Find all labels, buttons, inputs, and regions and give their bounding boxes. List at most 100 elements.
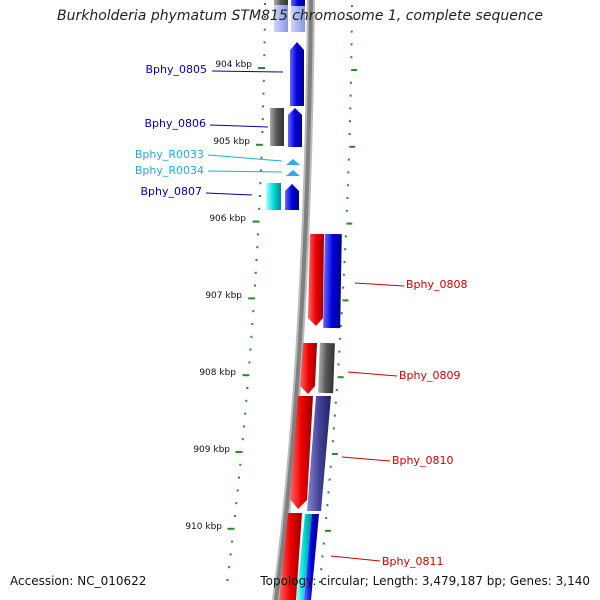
tick-mark xyxy=(261,131,264,133)
tick-label-905: 905 kbp xyxy=(213,137,250,147)
tick-mark xyxy=(242,425,245,428)
gene-arrow-bphy-0807 xyxy=(285,184,299,210)
tick-mark xyxy=(229,553,232,556)
tick-mark xyxy=(348,133,351,135)
tick-label-910: 910 kbp xyxy=(185,522,222,532)
tick-mark xyxy=(227,527,235,530)
tick-mark xyxy=(248,297,256,300)
tick-label-909: 909 kbp xyxy=(193,445,230,455)
tick-mark xyxy=(322,542,325,545)
tick-label-904: 904 kbp xyxy=(215,60,252,70)
tick-mark xyxy=(259,182,262,185)
gene-arrow-bphy-r0034 xyxy=(286,170,300,176)
tick-mark xyxy=(235,502,238,505)
chromosome-backbone xyxy=(272,0,315,600)
gene-arrow-bphy-0805 xyxy=(290,42,304,106)
gene-arrow xyxy=(266,183,281,210)
tick-mark xyxy=(349,145,356,148)
tick-mark xyxy=(248,361,251,364)
tick-mark xyxy=(335,389,338,391)
tick-mark xyxy=(350,5,353,7)
tick-mark xyxy=(340,312,343,315)
tick-mark xyxy=(320,568,323,571)
tick-mark xyxy=(337,376,344,379)
gene-arrow-bphy-0810 xyxy=(290,396,313,509)
tick-mark xyxy=(256,246,259,249)
tick-mark xyxy=(325,517,328,519)
tick-mark xyxy=(242,374,250,377)
gene-label-bphy-0809[interactable]: Bphy_0809 xyxy=(399,369,461,382)
inner-tick-ring xyxy=(226,3,266,581)
tick-mark xyxy=(246,387,249,389)
tick-mark xyxy=(346,222,353,225)
outer-tick-ring xyxy=(318,5,358,583)
tick-mark xyxy=(345,209,348,212)
tick-mark xyxy=(331,453,338,455)
tick-mark xyxy=(349,94,352,97)
gene-arrow xyxy=(296,514,312,600)
tick-mark xyxy=(258,195,261,197)
accession-text: Accession: NC_010622 xyxy=(10,574,147,588)
gene-labels: Bphy_0805 Bphy_0806 Bphy_R0033 Bphy_R003… xyxy=(135,63,468,568)
tick-mark xyxy=(321,555,324,558)
tick-mark xyxy=(260,156,263,159)
tick-mark xyxy=(249,348,252,351)
tick-mark xyxy=(339,325,342,327)
tick-mark xyxy=(255,259,258,261)
gene-label-bphy-0811[interactable]: Bphy_0811 xyxy=(382,555,444,568)
tick-mark xyxy=(327,491,330,494)
tick-mark xyxy=(233,515,236,517)
tick-mark xyxy=(236,489,239,492)
tick-mark xyxy=(337,363,340,366)
tick-mark xyxy=(347,171,350,174)
gene-label-bphy-0806[interactable]: Bphy_0806 xyxy=(144,117,206,130)
tick-mark xyxy=(339,337,342,340)
tick-mark xyxy=(231,540,234,543)
gene-arrow-bphy-0809 xyxy=(300,343,317,394)
tick-mark xyxy=(332,427,335,430)
tick-mark xyxy=(255,143,263,146)
tick-mark xyxy=(346,197,349,199)
gene-label-bphy-0805[interactable]: Bphy_0805 xyxy=(145,63,207,76)
tick-mark xyxy=(350,30,353,33)
tick-mark xyxy=(252,220,260,223)
gene-arrow xyxy=(318,342,335,394)
tick-mark xyxy=(261,118,264,121)
gene-label-bphy-r0033[interactable]: Bphy_R0033 xyxy=(135,148,204,161)
tick-mark xyxy=(262,105,265,108)
gene-arrow xyxy=(304,514,319,600)
tick-label-906: 906 kbp xyxy=(209,214,246,224)
gene-label-bphy-0810[interactable]: Bphy_0810 xyxy=(392,454,454,467)
tick-mark xyxy=(344,235,347,238)
tick-mark xyxy=(228,566,231,569)
tick-mark xyxy=(263,15,266,18)
tick-mark xyxy=(244,412,247,415)
tick-mark xyxy=(342,286,345,289)
tick-mark xyxy=(346,184,349,187)
tick-mark xyxy=(342,273,345,276)
tick-mark xyxy=(349,107,352,110)
gene-arrow-bphy-r0033 xyxy=(286,159,300,165)
tick-mark xyxy=(226,579,229,581)
tick-mark xyxy=(263,3,266,5)
tick-mark xyxy=(326,504,329,507)
tick-mark xyxy=(252,310,255,313)
tick-mark xyxy=(344,248,347,251)
gene-arrow xyxy=(323,233,342,329)
gene-arrow-bphy-0811 xyxy=(279,513,302,600)
gene-label-bphy-0808[interactable]: Bphy_0808 xyxy=(406,278,468,291)
tick-mark xyxy=(241,438,244,441)
tick-mark xyxy=(259,169,262,172)
tick-mark xyxy=(258,207,261,210)
tick-mark xyxy=(329,465,332,468)
tick-mark xyxy=(262,92,265,95)
tick-mark xyxy=(331,440,334,443)
gene-arrow xyxy=(291,0,305,32)
tick-mark xyxy=(262,79,265,82)
gene-label-bphy-r0034[interactable]: Bphy_R0034 xyxy=(135,164,204,177)
gene-label-bphy-0807[interactable]: Bphy_0807 xyxy=(140,185,202,198)
tick-mark xyxy=(245,399,248,402)
tick-mark xyxy=(334,401,337,404)
tick-mark xyxy=(253,284,256,287)
gene-arrow xyxy=(270,108,284,146)
